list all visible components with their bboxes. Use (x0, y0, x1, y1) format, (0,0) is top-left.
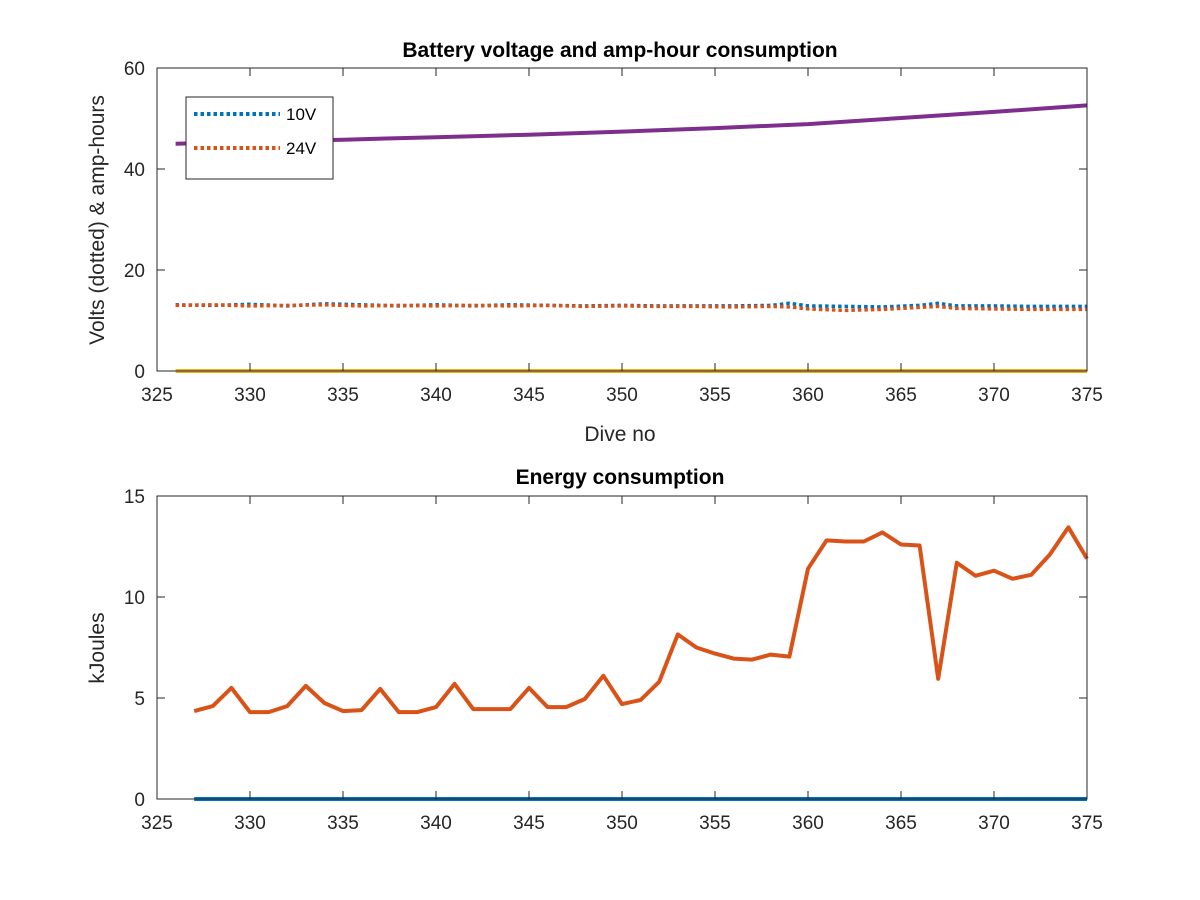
chart2-series-group (193, 525, 1089, 801)
chart1-xtick-label: 360 (792, 385, 824, 406)
legend-label-0: 10V (286, 105, 317, 124)
chart2-title: Energy consumption (516, 466, 725, 489)
energy-plot: Energy consumption kJoules 325 330 335 340 3… (86, 466, 1103, 834)
legend-label-1: 24V (286, 139, 317, 158)
chart1-series-line-1 (175, 303, 1087, 313)
chart1-xtick-label: 335 (327, 385, 359, 406)
chart2-series-line-0 (193, 525, 1089, 715)
chart1-ylabel: Volts (dotted) & amp-hours (86, 95, 109, 345)
chart2-xtick-label: 340 (420, 813, 452, 834)
chart2-xtick-label: 325 (141, 813, 173, 834)
chart2-xtick-label: 370 (978, 813, 1010, 834)
chart1-ytick-label: 20 (124, 261, 145, 282)
chart2-xtick-label: 330 (234, 813, 266, 834)
chart2-ytick-label: 10 (124, 588, 145, 609)
chart2-xtick-label: 375 (1071, 813, 1103, 834)
chart2-xtick-label: 350 (606, 813, 638, 834)
chart1-title: Battery voltage and amp-hour consumption (402, 39, 837, 62)
chart1-ytick-label: 40 (124, 160, 145, 181)
chart1-xlabel: Dive no (584, 423, 655, 446)
chart2-xtick-label: 345 (513, 813, 545, 834)
chart2-ytick-label: 5 (134, 689, 145, 710)
chart1-xtick-label: 375 (1071, 385, 1103, 406)
chart1-ytick-label: 0 (134, 362, 145, 383)
chart2-ylabel: kJoules (86, 612, 109, 683)
chart1-xtick-label: 350 (606, 385, 638, 406)
chart1-xtick-label: 370 (978, 385, 1010, 406)
chart1-xtick-label: 345 (513, 385, 545, 406)
legend-box (185, 96, 334, 180)
chart1-axes: 325 330 335 340 345 350 355 360 365 370 375 0 20 40 60 (124, 59, 1103, 406)
chart1-xtick-label: 330 (234, 385, 266, 406)
chart1-xtick-label: 340 (420, 385, 452, 406)
chart1-ytick-label: 60 (124, 59, 145, 80)
chart2-ytick-label: 0 (134, 790, 145, 811)
chart2-xtick-label: 355 (699, 813, 731, 834)
chart1-xtick-label: 325 (141, 385, 173, 406)
chart1-legend: 10V 24V (185, 96, 334, 180)
chart2-xtick-label: 365 (885, 813, 917, 834)
chart2-axes-box (156, 495, 1088, 800)
voltage-amphour-plot: Battery voltage and amp-hour consumption… (86, 39, 1103, 446)
chart1-xtick-label: 355 (699, 385, 731, 406)
chart2-xtick-label: 360 (792, 813, 824, 834)
chart1-xtick-label: 365 (885, 385, 917, 406)
chart2-ytick-label: 15 (124, 487, 145, 508)
chart2-xtick-label: 335 (327, 813, 359, 834)
chart2-axes: 325 330 335 340 345 350 355 360 365 370 375 0 5 10 15 (124, 487, 1103, 834)
